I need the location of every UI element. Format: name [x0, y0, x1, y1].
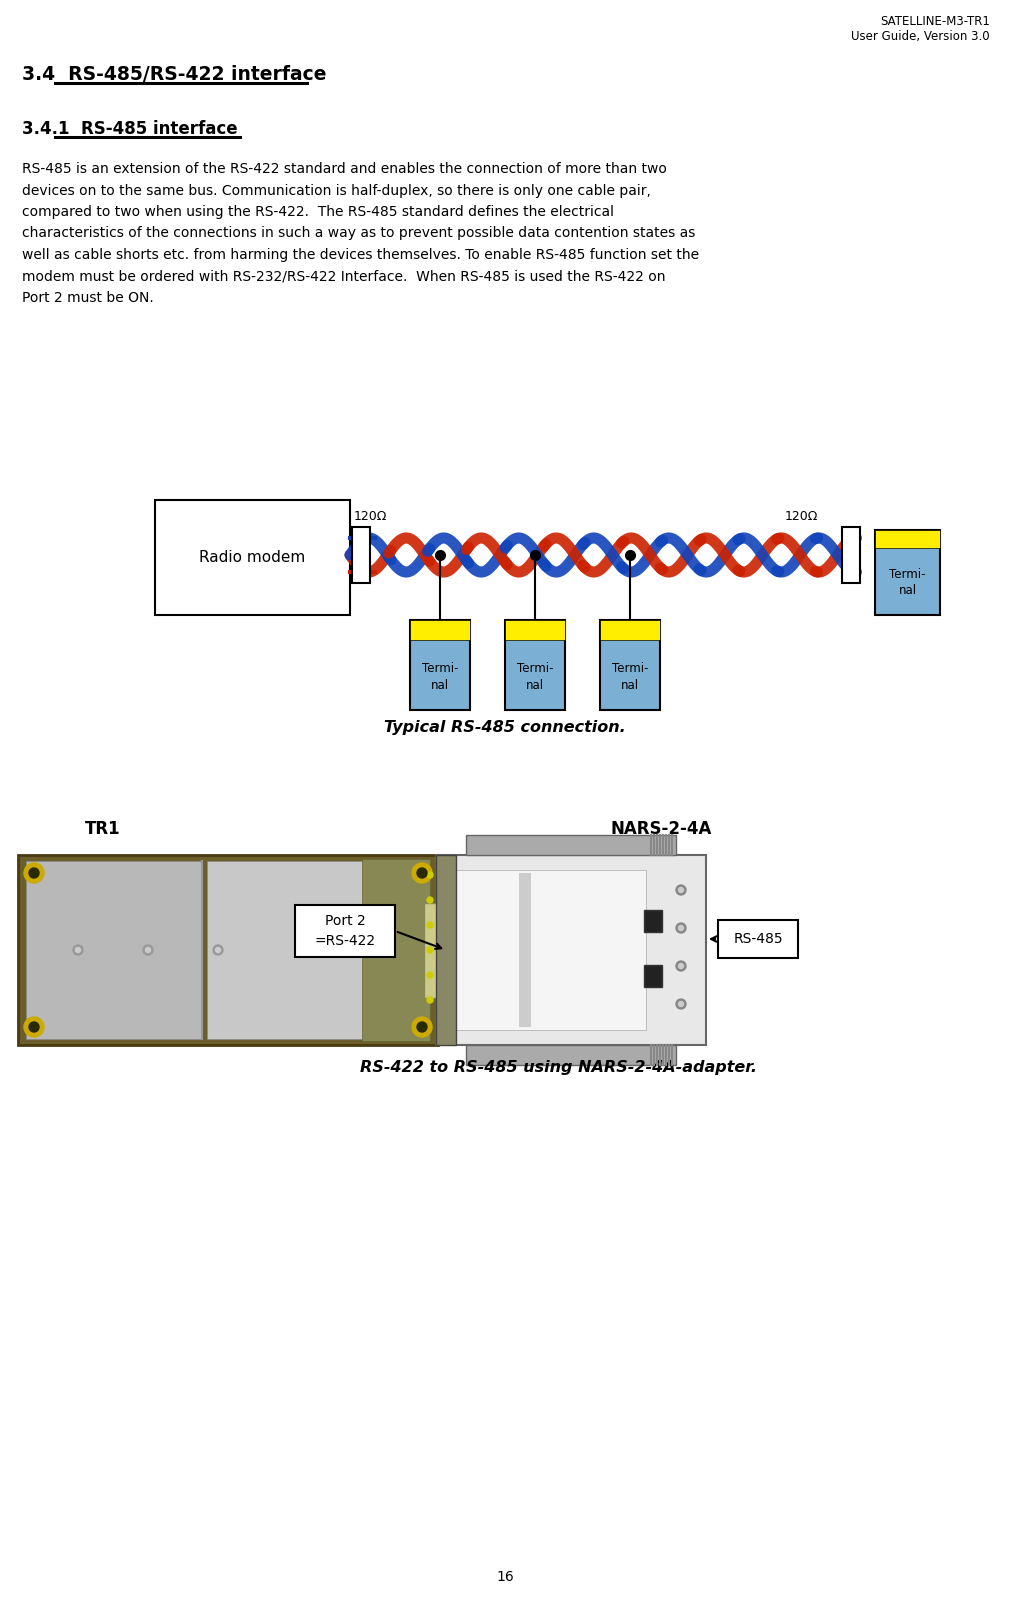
Circle shape — [76, 947, 81, 952]
Circle shape — [427, 973, 433, 977]
Text: Radio modem: Radio modem — [199, 549, 306, 565]
Bar — [436, 854, 706, 1044]
Bar — [410, 620, 470, 640]
Text: devices on to the same bus. Communication is half-duplex, so there is only one c: devices on to the same bus. Communicatio… — [22, 184, 650, 198]
Circle shape — [73, 945, 83, 955]
Text: Typical RS-485 connection.: Typical RS-485 connection. — [384, 720, 626, 735]
Text: Termi-
nal: Termi- nal — [422, 663, 459, 692]
Bar — [875, 530, 940, 548]
Text: 120Ω: 120Ω — [785, 509, 818, 522]
Text: User Guide, Version 3.0: User Guide, Version 3.0 — [851, 30, 990, 43]
Bar — [600, 620, 660, 711]
Text: Port 2 must be ON.: Port 2 must be ON. — [22, 291, 154, 305]
Bar — [718, 920, 798, 958]
Bar — [600, 620, 660, 640]
Circle shape — [676, 961, 686, 971]
Circle shape — [412, 862, 432, 883]
Circle shape — [676, 923, 686, 933]
Text: RS-422 to RS-485 using NARS-2-4A-adapter.: RS-422 to RS-485 using NARS-2-4A-adapter… — [360, 1060, 758, 1075]
Circle shape — [679, 963, 684, 968]
Bar — [875, 530, 940, 615]
Text: TR1: TR1 — [85, 819, 120, 838]
Circle shape — [679, 1001, 684, 1006]
Bar — [519, 874, 531, 1027]
Circle shape — [427, 947, 433, 953]
Bar — [451, 870, 646, 1030]
Text: SATELLINE-M3-TR1: SATELLINE-M3-TR1 — [880, 14, 990, 29]
Bar — [505, 620, 565, 711]
Circle shape — [213, 945, 223, 955]
Bar — [18, 854, 438, 1044]
Text: Termi-
nal: Termi- nal — [612, 663, 648, 692]
Circle shape — [427, 997, 433, 1003]
Circle shape — [417, 869, 427, 878]
Text: compared to two when using the RS-422.  The RS-485 standard defines the electric: compared to two when using the RS-422. T… — [22, 204, 614, 219]
Circle shape — [427, 921, 433, 928]
Text: 120Ω: 120Ω — [354, 509, 388, 522]
Text: RS-485 is an extension of the RS-422 standard and enables the connection of more: RS-485 is an extension of the RS-422 sta… — [22, 161, 667, 176]
Text: well as cable shorts etc. from harming the devices themselves. To enable RS-485 : well as cable shorts etc. from harming t… — [22, 248, 699, 262]
Circle shape — [676, 885, 686, 894]
Bar — [424, 902, 446, 998]
Bar — [207, 861, 367, 1040]
Circle shape — [679, 888, 684, 893]
Circle shape — [143, 945, 153, 955]
Circle shape — [412, 1017, 432, 1036]
Text: RS-485: RS-485 — [733, 933, 783, 945]
Bar — [155, 500, 350, 615]
Text: Termi-
nal: Termi- nal — [517, 663, 553, 692]
Bar — [352, 527, 370, 583]
Text: Port 2
=RS-422: Port 2 =RS-422 — [314, 913, 376, 947]
Circle shape — [679, 926, 684, 931]
Circle shape — [215, 947, 220, 952]
Circle shape — [145, 947, 150, 952]
Circle shape — [29, 869, 39, 878]
Bar — [466, 835, 676, 854]
Bar — [295, 905, 395, 957]
Circle shape — [427, 898, 433, 902]
Circle shape — [427, 872, 433, 878]
Circle shape — [29, 1022, 39, 1032]
Text: 3.4.1  RS-485 interface: 3.4.1 RS-485 interface — [22, 120, 237, 137]
Text: modem must be ordered with RS-232/RS-422 Interface.  When RS-485 is used the RS-: modem must be ordered with RS-232/RS-422… — [22, 270, 666, 284]
Text: 16: 16 — [496, 1570, 514, 1584]
Text: 3.4  RS-485/RS-422 interface: 3.4 RS-485/RS-422 interface — [22, 65, 326, 85]
Bar — [644, 910, 662, 933]
Bar — [363, 859, 429, 1041]
Bar — [26, 861, 202, 1040]
Bar — [466, 1044, 676, 1065]
Circle shape — [417, 1022, 427, 1032]
Circle shape — [24, 1017, 44, 1036]
Bar — [842, 527, 860, 583]
Bar — [410, 620, 470, 711]
Circle shape — [676, 1000, 686, 1009]
Text: NARS-2-4A: NARS-2-4A — [610, 819, 711, 838]
Text: Termi-
nal: Termi- nal — [889, 567, 926, 597]
Bar — [644, 965, 662, 987]
Bar — [436, 854, 456, 1044]
Circle shape — [24, 862, 44, 883]
Text: characteristics of the connections in such a way as to prevent possible data con: characteristics of the connections in su… — [22, 227, 695, 241]
Bar — [505, 620, 565, 640]
